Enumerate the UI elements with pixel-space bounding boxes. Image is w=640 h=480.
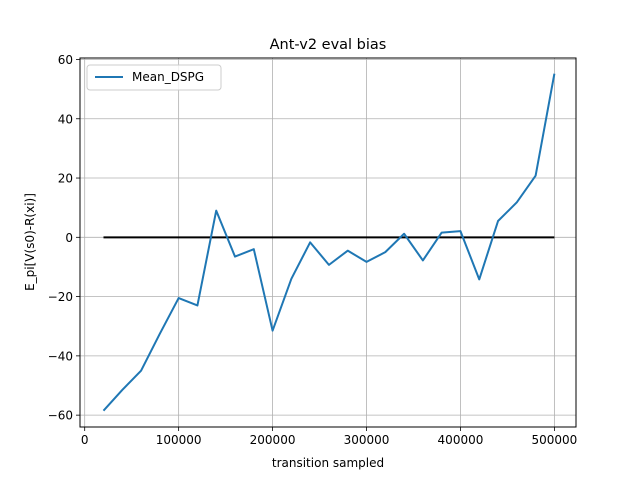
- series-line-mean-dspg: [102, 73, 556, 412]
- y-tick-label: −40: [48, 349, 73, 363]
- legend: Mean_DSPG: [86, 64, 222, 91]
- y-tick-label: 40: [58, 112, 73, 126]
- plot-lines: [102, 73, 556, 412]
- y-tick-label: −60: [48, 409, 73, 423]
- axes-frame: [79, 57, 577, 428]
- x-axis-label: transition sampled: [272, 456, 384, 470]
- y-axis-label: E_pi[V(s0)-R(xi)]: [23, 193, 37, 291]
- y-axis-ticks: −60 −40 −20 0 20 40 60: [48, 53, 80, 423]
- x-tick-label: 100000: [156, 433, 202, 447]
- y-tick-label: 0: [65, 231, 73, 245]
- x-tick-label: 0: [81, 433, 89, 447]
- x-tick-label: 200000: [250, 433, 296, 447]
- y-tick-label: 20: [58, 172, 73, 186]
- x-tick-label: 300000: [344, 433, 390, 447]
- y-tick-label: −20: [48, 290, 73, 304]
- x-axis-ticks: 0 100000 200000 300000 400000 500000: [81, 427, 577, 447]
- chart-title: Ant-v2 eval bias: [270, 37, 387, 53]
- y-tick-label: 60: [58, 53, 73, 67]
- legend-label-mean-dspg: Mean_DSPG: [132, 70, 204, 84]
- x-tick-label: 500000: [531, 433, 577, 447]
- x-tick-label: 400000: [438, 433, 484, 447]
- legend-box: [86, 64, 222, 91]
